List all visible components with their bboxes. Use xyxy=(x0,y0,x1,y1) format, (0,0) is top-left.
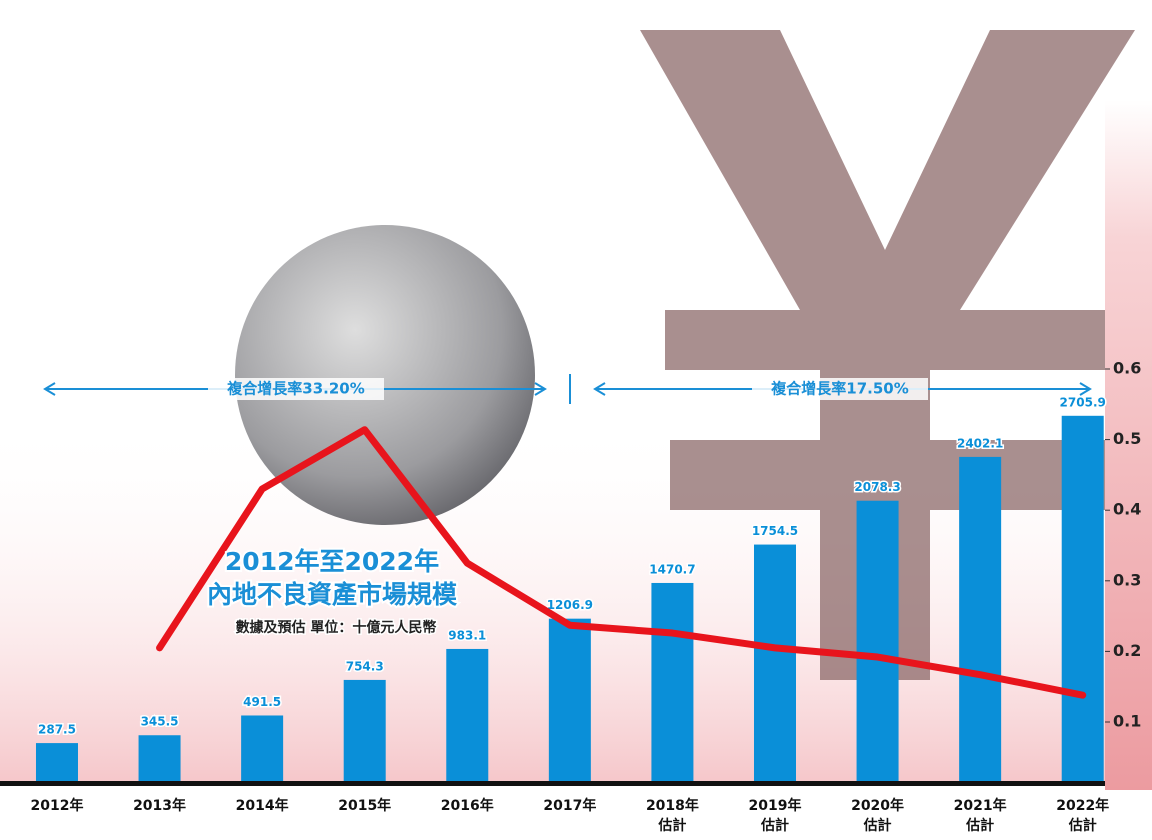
x-tick-label: 2017年 xyxy=(543,797,596,814)
y2-tick-label: 0.6 xyxy=(1113,359,1141,378)
chart-note: 數據及預估 單位：十億元人民幣 xyxy=(236,619,437,636)
value-label: 2078.3 xyxy=(854,480,900,494)
arrow-head xyxy=(1079,382,1092,396)
y2-tick-label: 0.5 xyxy=(1113,429,1141,448)
bar xyxy=(138,735,181,782)
y2-tick-label: 0.2 xyxy=(1113,641,1141,660)
x-axis xyxy=(0,781,1105,786)
y2-tick-label: 0.3 xyxy=(1113,570,1141,589)
annotation: 複合增長率17.50% xyxy=(770,380,908,398)
bar xyxy=(959,456,1002,782)
bar xyxy=(753,544,796,782)
x-tick-label: 2020年估計 xyxy=(851,797,904,834)
x-tick-label: 2015年 xyxy=(338,797,391,814)
x-tick-label: 2012年 xyxy=(31,797,84,814)
annotation-bg xyxy=(208,378,384,400)
value-label: 491.5 xyxy=(243,695,281,709)
value-label: 2402.1 xyxy=(957,436,1003,450)
chart-subtitle: 內地不良資產市場規模 xyxy=(207,580,458,609)
yuan-illustration xyxy=(640,30,1135,680)
bar xyxy=(548,618,591,782)
line xyxy=(156,426,1087,699)
value-label: 1754.5 xyxy=(752,524,798,538)
value-label: 983.1 xyxy=(448,628,486,642)
bar xyxy=(241,715,284,782)
bar xyxy=(343,679,386,782)
arrow-head xyxy=(593,382,606,396)
x-tick-label: 2018年估計 xyxy=(646,797,699,834)
value-label: 2705.9 xyxy=(1060,395,1106,409)
y2-tick-label: 0.1 xyxy=(1113,712,1141,731)
axis-band xyxy=(1105,100,1152,790)
x-tick-label: 2022年估計 xyxy=(1056,797,1109,834)
plot: 0.1 0.2 0.3 0.4 0.5 0.6 287.5 345.5 491.5 754.3 98… xyxy=(0,359,1141,834)
annotation: 複合增長率33.20% xyxy=(226,380,364,398)
x-tick-label: 2014年 xyxy=(236,797,289,814)
x-tick-label: 2016年 xyxy=(441,797,494,814)
value-label: 1206.9 xyxy=(547,598,593,612)
bar xyxy=(651,582,694,782)
x-tick-label: 2013年 xyxy=(133,797,186,814)
title-block: 2012年至2022年 內地不良資產市場規模 數據及預估 單位：十億元人民幣 xyxy=(205,545,460,638)
value-label: 345.5 xyxy=(141,715,179,729)
arrow-head xyxy=(43,382,56,396)
chart-title: 2012年至2022年 xyxy=(225,547,439,576)
bar xyxy=(446,648,489,782)
value-label: 287.5 xyxy=(38,723,76,737)
value-label: 754.3 xyxy=(346,659,384,673)
y2-tick-label: 0.4 xyxy=(1113,500,1141,519)
growth-annotation: 複合增長率33.20% xyxy=(43,378,547,400)
value-label: 1470.7 xyxy=(649,562,695,576)
annotation-bg xyxy=(752,378,928,400)
x-tick-label: 2021年估計 xyxy=(954,797,1007,834)
x-tick-label: 2019年估計 xyxy=(749,797,802,834)
bar xyxy=(1061,415,1104,782)
growth-annotation: 複合增長率17.50% xyxy=(593,378,1092,400)
arrow-head xyxy=(534,382,547,396)
ball-illustration xyxy=(235,225,535,525)
bar xyxy=(856,500,899,782)
bar xyxy=(35,743,78,782)
